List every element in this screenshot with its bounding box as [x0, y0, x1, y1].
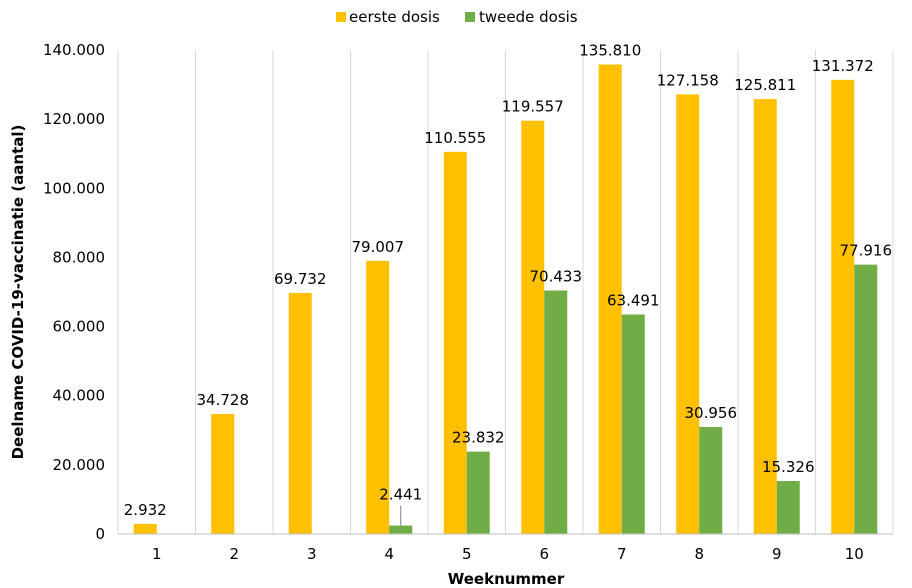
- x-tick-label: 8: [694, 545, 704, 563]
- x-tick-label: 3: [307, 545, 317, 563]
- bar-eerste-dosis: [366, 260, 390, 534]
- y-tick-label: 0: [95, 525, 105, 543]
- data-label: 23.832: [452, 429, 505, 447]
- y-tick-label: 120.000: [43, 110, 105, 128]
- x-axis-title: Weeknummer: [448, 570, 565, 588]
- data-label: 70.433: [530, 268, 583, 286]
- data-label: 135.810: [579, 41, 641, 59]
- y-tick-label: 40.000: [53, 387, 106, 405]
- x-tick-label: 9: [772, 545, 782, 563]
- data-label: 77.916: [840, 242, 893, 260]
- bar-eerste-dosis: [753, 99, 777, 534]
- data-label: 125.811: [734, 76, 796, 94]
- legend-label-eerste-dosis: eerste dosis: [349, 8, 440, 26]
- legend-swatch-eerste-dosis: [336, 12, 346, 22]
- bar-eerste-dosis: [676, 94, 700, 534]
- x-tick-label: 6: [539, 545, 549, 563]
- y-tick-label: 80.000: [53, 248, 106, 266]
- bar-eerste-dosis: [831, 79, 855, 534]
- legend-label-tweede-dosis: tweede dosis: [479, 8, 578, 26]
- x-tick-label: 2: [229, 545, 239, 563]
- gridlines: [117, 50, 894, 534]
- data-label: 2.441: [379, 486, 422, 504]
- x-axis-ticks: 1 2 3 4 5 6 7 8 9 10: [152, 545, 864, 563]
- bar-tweede-dosis: [389, 525, 413, 534]
- data-label: 127.158: [657, 71, 719, 89]
- x-tick-label: 5: [462, 545, 472, 563]
- y-tick-label: 60.000: [53, 318, 106, 336]
- bar-eerste-dosis: [288, 292, 312, 534]
- bar-eerste-dosis: [133, 523, 157, 534]
- data-label: 34.728: [197, 391, 250, 409]
- bar-tweede-dosis: [776, 481, 800, 534]
- bar-eerste-dosis: [443, 151, 467, 534]
- data-label: 131.372: [812, 57, 874, 75]
- data-label: 79.007: [352, 238, 405, 256]
- data-label: 69.732: [274, 270, 327, 288]
- legend-swatch-tweede-dosis: [465, 12, 475, 22]
- data-label: 15.326: [762, 458, 815, 476]
- bar-tweede-dosis: [544, 290, 568, 534]
- bar-tweede-dosis: [466, 451, 490, 534]
- data-label: 119.557: [502, 98, 564, 116]
- data-label: 110.555: [424, 129, 486, 147]
- bar-eerste-dosis: [521, 120, 545, 534]
- bar-eerste-dosis: [598, 64, 622, 535]
- legend: eerste dosis tweede dosis: [336, 8, 578, 26]
- bar-tweede-dosis: [854, 264, 878, 534]
- data-label: 30.956: [685, 404, 738, 422]
- y-tick-label: 20.000: [53, 456, 106, 474]
- bar-eerste-dosis: [211, 413, 235, 534]
- bars: [133, 64, 878, 535]
- bar-tweede-dosis: [621, 314, 645, 534]
- y-axis-title: Deelname COVID-19-vaccinatie (aantal): [9, 125, 27, 460]
- data-label: 63.491: [607, 292, 660, 310]
- x-tick-label: 10: [845, 545, 864, 563]
- x-tick-label: 7: [617, 545, 627, 563]
- data-labels: 2.932 34.728 69.732 79.007 110.555 119.557 135…: [124, 41, 893, 526]
- x-tick-label: 1: [152, 545, 162, 563]
- y-axis-ticks: 0 20.000 40.000 60.000 80.000 100.000 120.000 1…: [43, 41, 105, 543]
- data-label: 2.932: [124, 501, 167, 519]
- y-tick-label: 100.000: [43, 179, 105, 197]
- y-tick-label: 140.000: [43, 41, 105, 59]
- x-tick-label: 4: [384, 545, 394, 563]
- bar-tweede-dosis: [699, 426, 723, 534]
